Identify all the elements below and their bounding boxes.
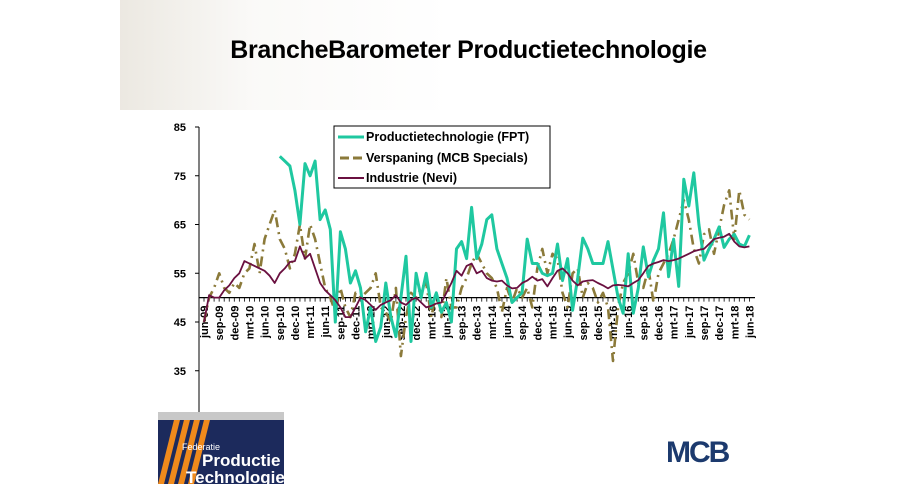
logo-text-technologie: Technologie	[186, 468, 284, 484]
x-tick-label: jun-18	[744, 306, 756, 339]
logo-text-productie: Productie	[202, 451, 281, 470]
y-tick-label: 85	[174, 122, 186, 134]
x-tick-label: mrt-15	[547, 306, 559, 340]
x-tick-label: dec-14	[532, 305, 544, 341]
x-tick-label: sep-15	[578, 306, 590, 341]
x-tick-label: jun-15	[563, 306, 575, 339]
y-tick-label: 55	[174, 268, 186, 280]
series-lines	[202, 155, 751, 363]
y-tick-label: 65	[174, 220, 186, 232]
y-tick-label: 45	[174, 317, 186, 329]
series-line-nevi	[203, 232, 750, 323]
logo-text-federatie: Federatie	[182, 442, 221, 452]
x-tick-label: sep-16	[638, 306, 650, 341]
background-image	[120, 0, 450, 110]
x-tick-label: sep-09	[214, 306, 226, 341]
x-tick-label: mrt-11	[305, 306, 317, 339]
x-tick-label: jun-17	[684, 306, 696, 339]
x-tick-label: dec-15	[593, 306, 605, 341]
x-tick-label: dec-13	[472, 306, 484, 341]
x-tick-label: sep-10	[275, 306, 287, 341]
x-tick-label: dec-10	[290, 306, 302, 341]
x-tick-label: dec-09	[229, 306, 241, 341]
mcb-logo: MCB	[666, 436, 730, 469]
x-tick-label: dec-11	[351, 306, 363, 340]
legend-label-mcb: Verspaning (MCB Specials)	[366, 151, 528, 165]
fpt-logo: Federatie Productie Technologie	[158, 412, 284, 484]
y-tick-label: 75	[174, 171, 186, 183]
page-title: BrancheBarometer Productietechnologie	[230, 36, 707, 64]
x-tick-label: dec-16	[654, 306, 666, 341]
x-tick-label: mrt-17	[669, 306, 681, 340]
x-tick-label: dec-17	[714, 306, 726, 341]
x-tick-label: mrt-10	[244, 306, 256, 340]
legend: Productietechnologie (FPT) Verspaning (M…	[333, 125, 551, 189]
x-tick-label: sep-14	[517, 305, 529, 341]
x-tick-label: jun-09	[199, 306, 211, 339]
x-tick-label: mrt-14	[487, 305, 499, 340]
y-tick-label: 35	[174, 366, 186, 378]
legend-label-nevi: Industrie (Nevi)	[366, 171, 457, 185]
series-line-fpt	[278, 155, 751, 343]
x-tick-label: sep-13	[457, 306, 469, 341]
legend-box	[333, 125, 551, 189]
x-tick-label: mrt-13	[426, 306, 438, 340]
x-tick-label: mrt-18	[729, 306, 741, 340]
legend-label-fpt: Productietechnologie (FPT)	[366, 130, 529, 144]
x-tick-label: jun-10	[260, 306, 272, 339]
x-tick-label: jun-11	[320, 306, 332, 339]
axes: 85756555453525jun-09sep-09dec-09mrt-10ju…	[174, 122, 757, 427]
x-tick-label: jun-14	[502, 305, 514, 339]
x-tick-label: sep-17	[699, 306, 711, 341]
